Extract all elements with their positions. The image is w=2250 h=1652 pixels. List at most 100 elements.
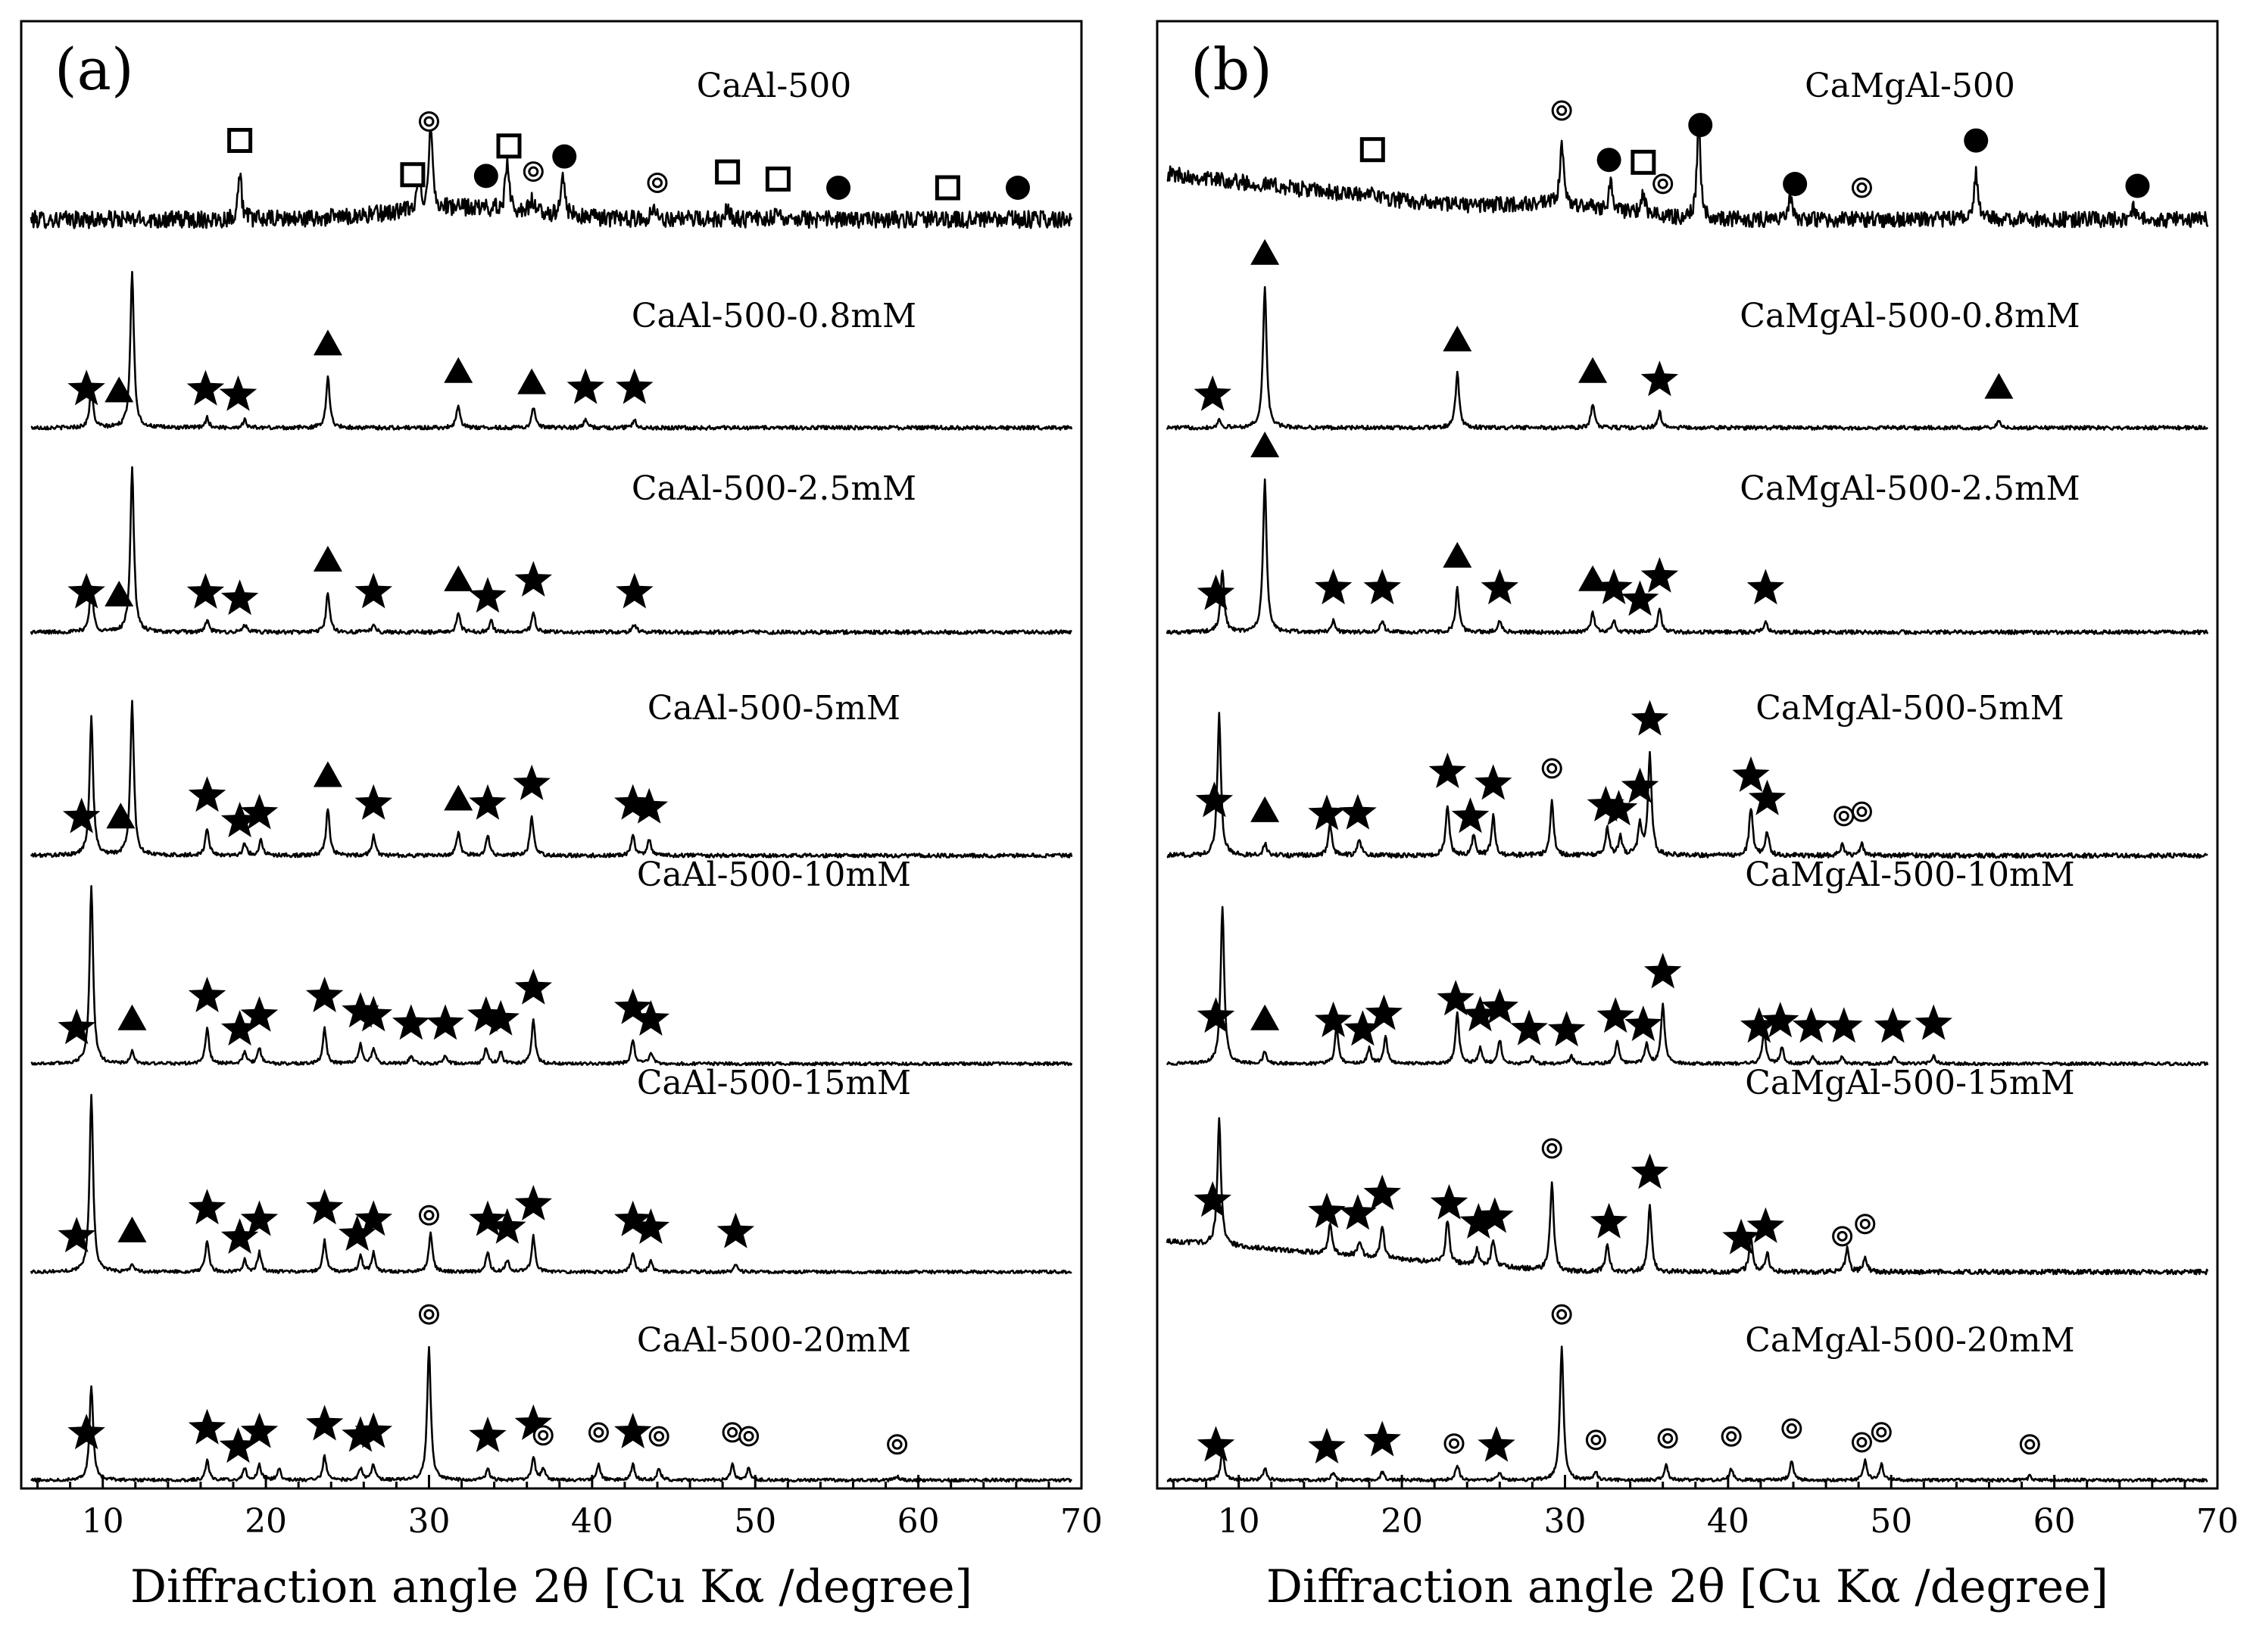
phase-square-marker [935,175,960,201]
phase-triangle-marker [1984,372,2014,399]
phase-ring-marker [1851,177,1872,198]
phase-ring-marker [1781,1418,1802,1439]
panel-b: (b) 10 20 30 40 50 60 70 Diffraction angle 2θ [C… [1156,20,2239,1613]
x-tick-label: 20 [245,1502,287,1541]
phase-star-marker [188,977,226,1012]
phase-dot-marker [1688,113,1713,138]
phase-triangle-marker [1250,238,1280,265]
phase-star-marker [630,787,668,824]
plot-frame-a [20,20,1083,1490]
phase-star-marker [1343,1010,1382,1046]
phase-ring-marker [1585,1429,1606,1451]
phase-ring-marker [1851,1432,1872,1453]
phase-star-marker [1621,580,1659,616]
x-axis-label-a: Diffraction angle 2θ [Cu Kα /degree] [130,1560,972,1613]
phase-star-marker [392,1004,430,1040]
phase-ring-marker [1833,806,1855,827]
phase-triangle-marker [1250,1004,1280,1030]
phase-star-marker [63,797,101,834]
phase-star-marker [186,572,225,609]
phase-star-marker [1363,1174,1401,1211]
phase-ring-marker [647,172,668,193]
phase-star-marker [1194,375,1231,411]
x-tick-label: 20 [1381,1502,1423,1541]
phase-star-marker [1595,569,1633,605]
phase-star-marker [220,802,259,837]
phase-star-marker [482,999,520,1036]
phase-star-marker [1599,790,1638,826]
phase-star-marker [1195,781,1234,818]
phase-star-marker [1596,997,1634,1033]
series-a-1: CaAl-500 [30,67,1073,229]
phase-ring-marker [418,1304,439,1325]
series-a-5: CaAl-500-10mM [30,856,1073,1067]
phase-star-marker [1624,1005,1662,1042]
phase-ring-marker [1721,1426,1742,1447]
phase-star-marker [342,1416,379,1452]
phase-star-marker [513,764,551,800]
phase-star-marker [1363,569,1401,605]
phase-dot-marker [826,175,851,200]
series-a-3: CaAl-500-2.5mM [30,466,1072,635]
xrd-trace-b-1 [1166,120,2209,229]
panel-label-a: (a) [55,36,134,103]
phase-star-marker [1339,1194,1377,1230]
xrd-trace-b-7 [1166,1345,2208,1483]
phase-star-marker [632,1208,670,1244]
x-tick-label: 50 [1870,1502,1912,1541]
x-tick-label: 60 [2033,1502,2076,1541]
xrd-trace-b-4 [1166,712,2208,859]
phase-star-marker [514,968,552,1005]
phase-star-marker [1365,994,1403,1030]
phase-star-marker [1430,1183,1468,1220]
series-label: CaAl-500-2.5mM [632,469,916,508]
phase-star-marker [1451,797,1490,834]
phase-triangle-marker [1250,431,1280,457]
xrd-trace-a-5 [30,885,1073,1067]
xrd-trace-b-5 [1166,905,2209,1067]
phase-star-marker [1748,779,1787,815]
x-tick-label: 30 [407,1502,450,1541]
phase-star-marker [67,369,105,406]
phase-star-marker [67,572,105,609]
phase-star-marker [1428,753,1467,788]
phase-star-marker [188,1408,226,1445]
phase-star-marker [354,784,392,820]
phase-ring-marker [1855,1214,1876,1235]
phase-star-marker [614,988,652,1024]
phase-star-marker [305,1189,344,1225]
phase-triangle-marker [117,1216,147,1242]
series-label: CaMgAl-500-15mM [1745,1064,2074,1102]
xrd-trace-a-2 [30,270,1073,431]
phase-triangle-marker [313,761,342,787]
phase-star-marker [1481,988,1518,1024]
phase-ring-marker [523,161,544,182]
phase-star-marker [1476,1197,1514,1233]
xrd-trace-a-7 [30,1345,1072,1483]
phase-star-marker [716,1212,755,1248]
phase-star-marker [1644,952,1682,989]
phase-ring-marker [738,1426,760,1447]
phase-star-marker [354,1200,392,1236]
phase-star-marker [1308,794,1346,831]
phase-star-marker [514,1185,552,1220]
phase-triangle-marker [1443,541,1472,568]
x-tick-label: 70 [1060,1502,1103,1541]
phase-star-marker [469,577,507,613]
phase-triangle-marker [1443,326,1472,352]
phase-star-marker [188,776,226,812]
x-tick-label: 40 [1707,1502,1749,1541]
phase-star-marker [1194,1181,1231,1217]
phase-star-marker [1363,1420,1401,1457]
phase-star-marker [1437,980,1475,1016]
phase-star-marker [240,996,279,1032]
phase-star-marker [1481,569,1518,605]
phase-triangle-marker [105,580,134,606]
series-b-3: CaMgAl-500-2.5mM [1166,431,2209,635]
phase-ring-marker [1443,1433,1465,1454]
x-tick-label: 10 [82,1502,124,1541]
xrd-trace-b-3 [1166,478,2209,635]
phase-star-marker [58,1217,95,1253]
x-axis-label-b: Diffraction angle 2θ [Cu Kα /degree] [1266,1560,2108,1613]
x-tick-label: 30 [1543,1502,1586,1541]
